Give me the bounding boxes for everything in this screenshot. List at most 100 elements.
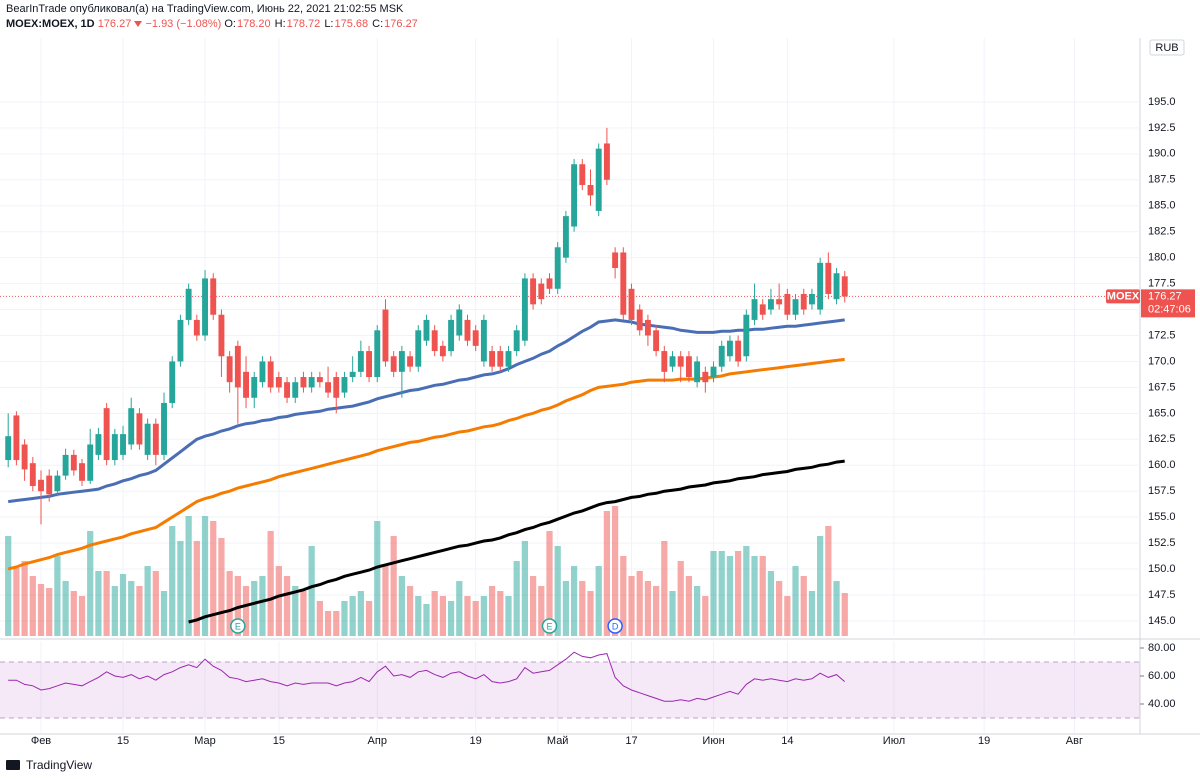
candle-body	[325, 382, 332, 393]
candle-body	[415, 330, 422, 367]
candle-body	[595, 148, 602, 211]
price-tag-symbol-bg	[1106, 289, 1140, 304]
volume-bar	[652, 586, 660, 636]
y-tick-label: 195.0	[1148, 96, 1176, 108]
candle-body	[21, 444, 28, 470]
candle-body	[95, 434, 102, 455]
x-tick-label: 17	[625, 735, 637, 747]
candle-body	[333, 377, 340, 398]
candle-body	[743, 314, 750, 357]
volume-bar	[570, 566, 578, 636]
volume-bar	[37, 584, 45, 636]
volume-bar	[784, 596, 791, 636]
candle-body	[292, 382, 299, 398]
volume-bar	[95, 571, 102, 636]
volume-bar	[710, 551, 717, 636]
candle-body	[349, 371, 356, 378]
volume-bar	[406, 586, 414, 636]
candle-body	[243, 371, 249, 398]
last-price: 176.27	[97, 18, 132, 30]
volume-bar	[128, 581, 135, 636]
volume-bar	[201, 516, 209, 636]
candle-body	[472, 330, 479, 346]
volume-bar	[152, 571, 159, 636]
candle-body	[259, 361, 266, 383]
candle-body	[193, 319, 200, 336]
candle-body	[759, 304, 766, 315]
candle-body	[677, 356, 684, 367]
candle-body	[825, 262, 832, 294]
candle-body	[546, 278, 553, 289]
y-tick-label: 150.0	[1148, 563, 1176, 575]
y-tick-label: 180.0	[1148, 252, 1176, 264]
volume-bar	[210, 521, 217, 636]
volume-bar	[333, 611, 340, 636]
candle-body	[448, 319, 455, 352]
volume-bar	[751, 556, 758, 636]
volume-bar	[54, 556, 61, 636]
volume-bar	[628, 576, 635, 636]
candle-body	[185, 288, 192, 320]
candle-body	[489, 351, 496, 367]
candle-body	[70, 454, 77, 471]
y-tick-label: 172.5	[1148, 329, 1176, 341]
candle-body	[275, 377, 282, 388]
candle-body	[669, 356, 676, 367]
volume-bar	[267, 531, 274, 636]
candle-body	[562, 216, 569, 258]
volume-bar	[160, 591, 168, 636]
candle-body	[390, 356, 397, 372]
x-tick-label: Июл	[883, 735, 905, 747]
y-tick-label: 145.0	[1148, 615, 1176, 627]
volume-bar	[193, 541, 200, 636]
ohlc-label: O:	[224, 18, 236, 30]
candle-body	[374, 330, 381, 378]
candle-body	[661, 351, 668, 372]
logo: TradingView	[6, 758, 92, 772]
ohlc-label: L:	[324, 18, 334, 30]
volume-bar	[300, 591, 307, 636]
rsi-tick-label: 60.00	[1148, 670, 1176, 682]
y-tick-label: 167.5	[1148, 381, 1176, 393]
x-tick-label: Июн	[702, 735, 724, 747]
candle-body	[513, 330, 520, 352]
y-tick-label: 170.0	[1148, 355, 1176, 367]
candle-body	[234, 345, 241, 388]
candle-body	[79, 463, 85, 481]
candle-body	[87, 444, 94, 481]
volume-bar	[726, 556, 734, 636]
volume-bar	[677, 561, 684, 636]
y-tick-label: 182.5	[1148, 226, 1176, 238]
volume-bar	[13, 568, 20, 636]
candle-body	[300, 377, 307, 388]
volume-bar	[365, 601, 373, 636]
event-marker	[230, 618, 246, 634]
volume-bar	[111, 586, 118, 636]
volume-bar	[800, 576, 807, 636]
volume-bar	[505, 596, 512, 636]
volume-bar	[759, 556, 766, 636]
volume-bar	[439, 596, 446, 636]
candle-body	[366, 351, 373, 378]
x-tick-label: Апр	[368, 735, 387, 747]
volume-bar	[488, 586, 496, 636]
change: −1.93 (−1.08%)	[145, 18, 222, 30]
ohlc-label: H:	[274, 18, 286, 30]
y-tick-label: 160.0	[1148, 459, 1176, 471]
footer: TradingView	[26, 758, 92, 772]
volume-bar	[259, 576, 266, 636]
candle-body	[751, 299, 758, 320]
candle-body	[218, 314, 225, 357]
candle-body	[226, 356, 233, 383]
candle-body	[398, 351, 405, 372]
candle-body	[13, 415, 20, 461]
volume-bar	[136, 586, 143, 636]
volume-bar	[382, 566, 389, 636]
candle-body	[341, 377, 348, 393]
moving-average	[188, 459, 845, 624]
legend-line: MOEX:MOEX, 1D 176.27 −1.93 (−1.08%) O:17…	[6, 17, 422, 32]
price-tag-bg	[1141, 289, 1195, 318]
volume-bar	[415, 596, 422, 636]
symbol: MOEX:MOEX, 1D	[6, 18, 95, 30]
